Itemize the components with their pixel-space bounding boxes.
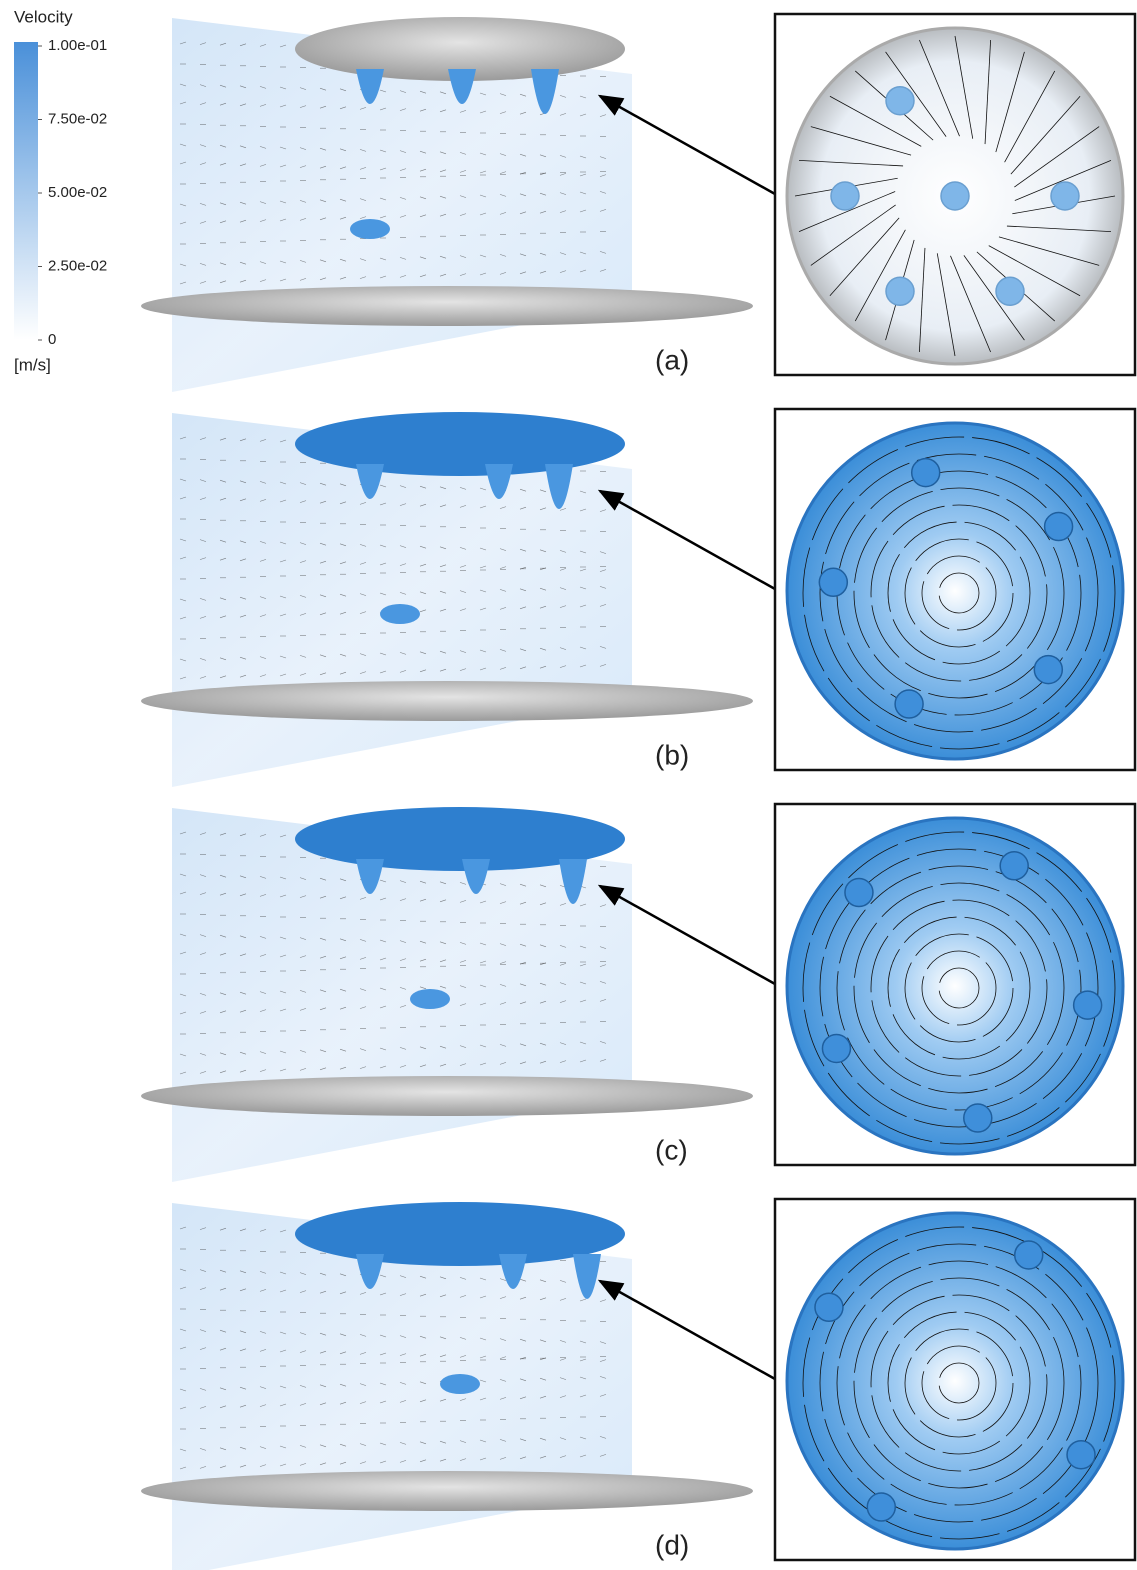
panel-label: (a) [655,344,689,375]
bottom-disc [141,1076,753,1116]
colorbar-ticks: 1.00e-01 7.50e-02 5.00e-02 2.50e-02 0 [38,37,107,348]
panel: (d) [141,1199,1135,1570]
droplet [350,219,390,239]
bump [912,459,940,487]
panel-label: (d) [655,1529,689,1560]
bump [941,182,969,210]
bottom-disc [141,1471,753,1511]
bump [831,182,859,210]
bump [1034,656,1062,684]
colorbar-tick-label: 5.00e-02 [48,184,107,201]
colorbar-unit: [m/s] [14,355,51,374]
panel: (b) [141,409,1135,787]
bump [1051,182,1079,210]
colorbar-tick-label: 2.50e-02 [48,257,107,274]
bump [886,87,914,115]
bump [819,568,847,596]
bump [1067,1441,1095,1469]
bump [1045,513,1073,541]
bump [996,277,1024,305]
panel-label: (b) [655,739,689,770]
bump [867,1493,895,1521]
droplet [410,989,450,1009]
bump [1015,1241,1043,1269]
bump [822,1034,850,1062]
bump [886,277,914,305]
bottom-disc [141,286,753,326]
top-disc [295,412,625,476]
panel: (c) [141,804,1135,1182]
droplet [380,604,420,624]
bump [895,690,923,718]
figure: Velocity [m/s] 1.00e-01 7.50e-02 5.00e-02 2… [0,0,1137,1570]
colorbar-title: Velocity [14,7,73,26]
bottom-disc [141,681,753,721]
colorbar [14,42,38,340]
bump [964,1104,992,1132]
colorbar-tick-label: 1.00e-01 [48,37,107,54]
bump [815,1293,843,1321]
droplet [440,1374,480,1394]
panel: (a) [141,14,1135,392]
colorbar-tick-label: 0 [48,331,56,348]
colorbar-tick-label: 7.50e-02 [48,110,107,127]
bump [1074,991,1102,1019]
panels: (a) (b) (c) (d) [141,14,1135,1570]
panel-label: (c) [655,1134,688,1165]
bump [845,879,873,907]
bump [1000,852,1028,880]
